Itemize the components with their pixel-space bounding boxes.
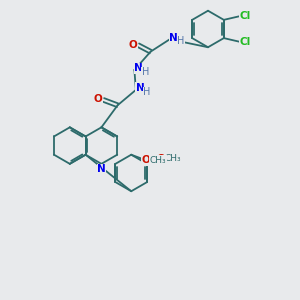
Text: O: O xyxy=(141,155,150,165)
Text: O: O xyxy=(94,94,103,104)
Text: H: H xyxy=(177,36,184,46)
Text: N: N xyxy=(134,63,143,73)
Text: CH₃: CH₃ xyxy=(149,155,166,164)
Text: O: O xyxy=(156,154,165,164)
Text: Cl: Cl xyxy=(240,37,251,46)
Text: H: H xyxy=(143,87,151,97)
Text: Cl: Cl xyxy=(240,11,251,21)
Text: CH₃: CH₃ xyxy=(164,154,181,163)
Text: N: N xyxy=(97,164,106,174)
Text: N: N xyxy=(136,82,144,93)
Text: N: N xyxy=(169,32,178,43)
Text: H: H xyxy=(142,67,149,77)
Text: O: O xyxy=(128,40,137,50)
